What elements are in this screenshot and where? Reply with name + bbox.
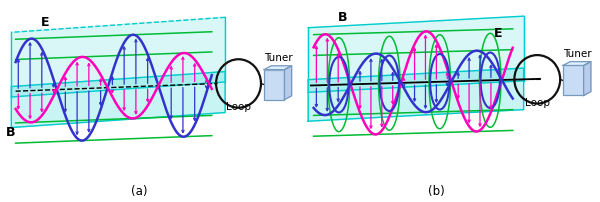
Polygon shape	[308, 68, 524, 121]
Text: Tuner: Tuner	[563, 49, 592, 59]
FancyBboxPatch shape	[563, 65, 584, 96]
Text: (a): (a)	[131, 185, 148, 198]
Text: Loop: Loop	[226, 102, 251, 112]
Polygon shape	[563, 62, 591, 65]
Polygon shape	[584, 62, 591, 96]
Polygon shape	[264, 66, 292, 70]
FancyBboxPatch shape	[264, 70, 284, 100]
Text: E: E	[41, 16, 49, 29]
Text: Loop: Loop	[525, 98, 550, 108]
Polygon shape	[11, 72, 225, 127]
Text: E: E	[494, 27, 502, 40]
Text: Tuner: Tuner	[264, 54, 293, 63]
Polygon shape	[308, 16, 524, 92]
Polygon shape	[284, 66, 292, 100]
Text: B: B	[6, 126, 16, 139]
Text: B: B	[338, 11, 347, 24]
Text: (b): (b)	[428, 185, 445, 198]
Polygon shape	[11, 17, 225, 97]
